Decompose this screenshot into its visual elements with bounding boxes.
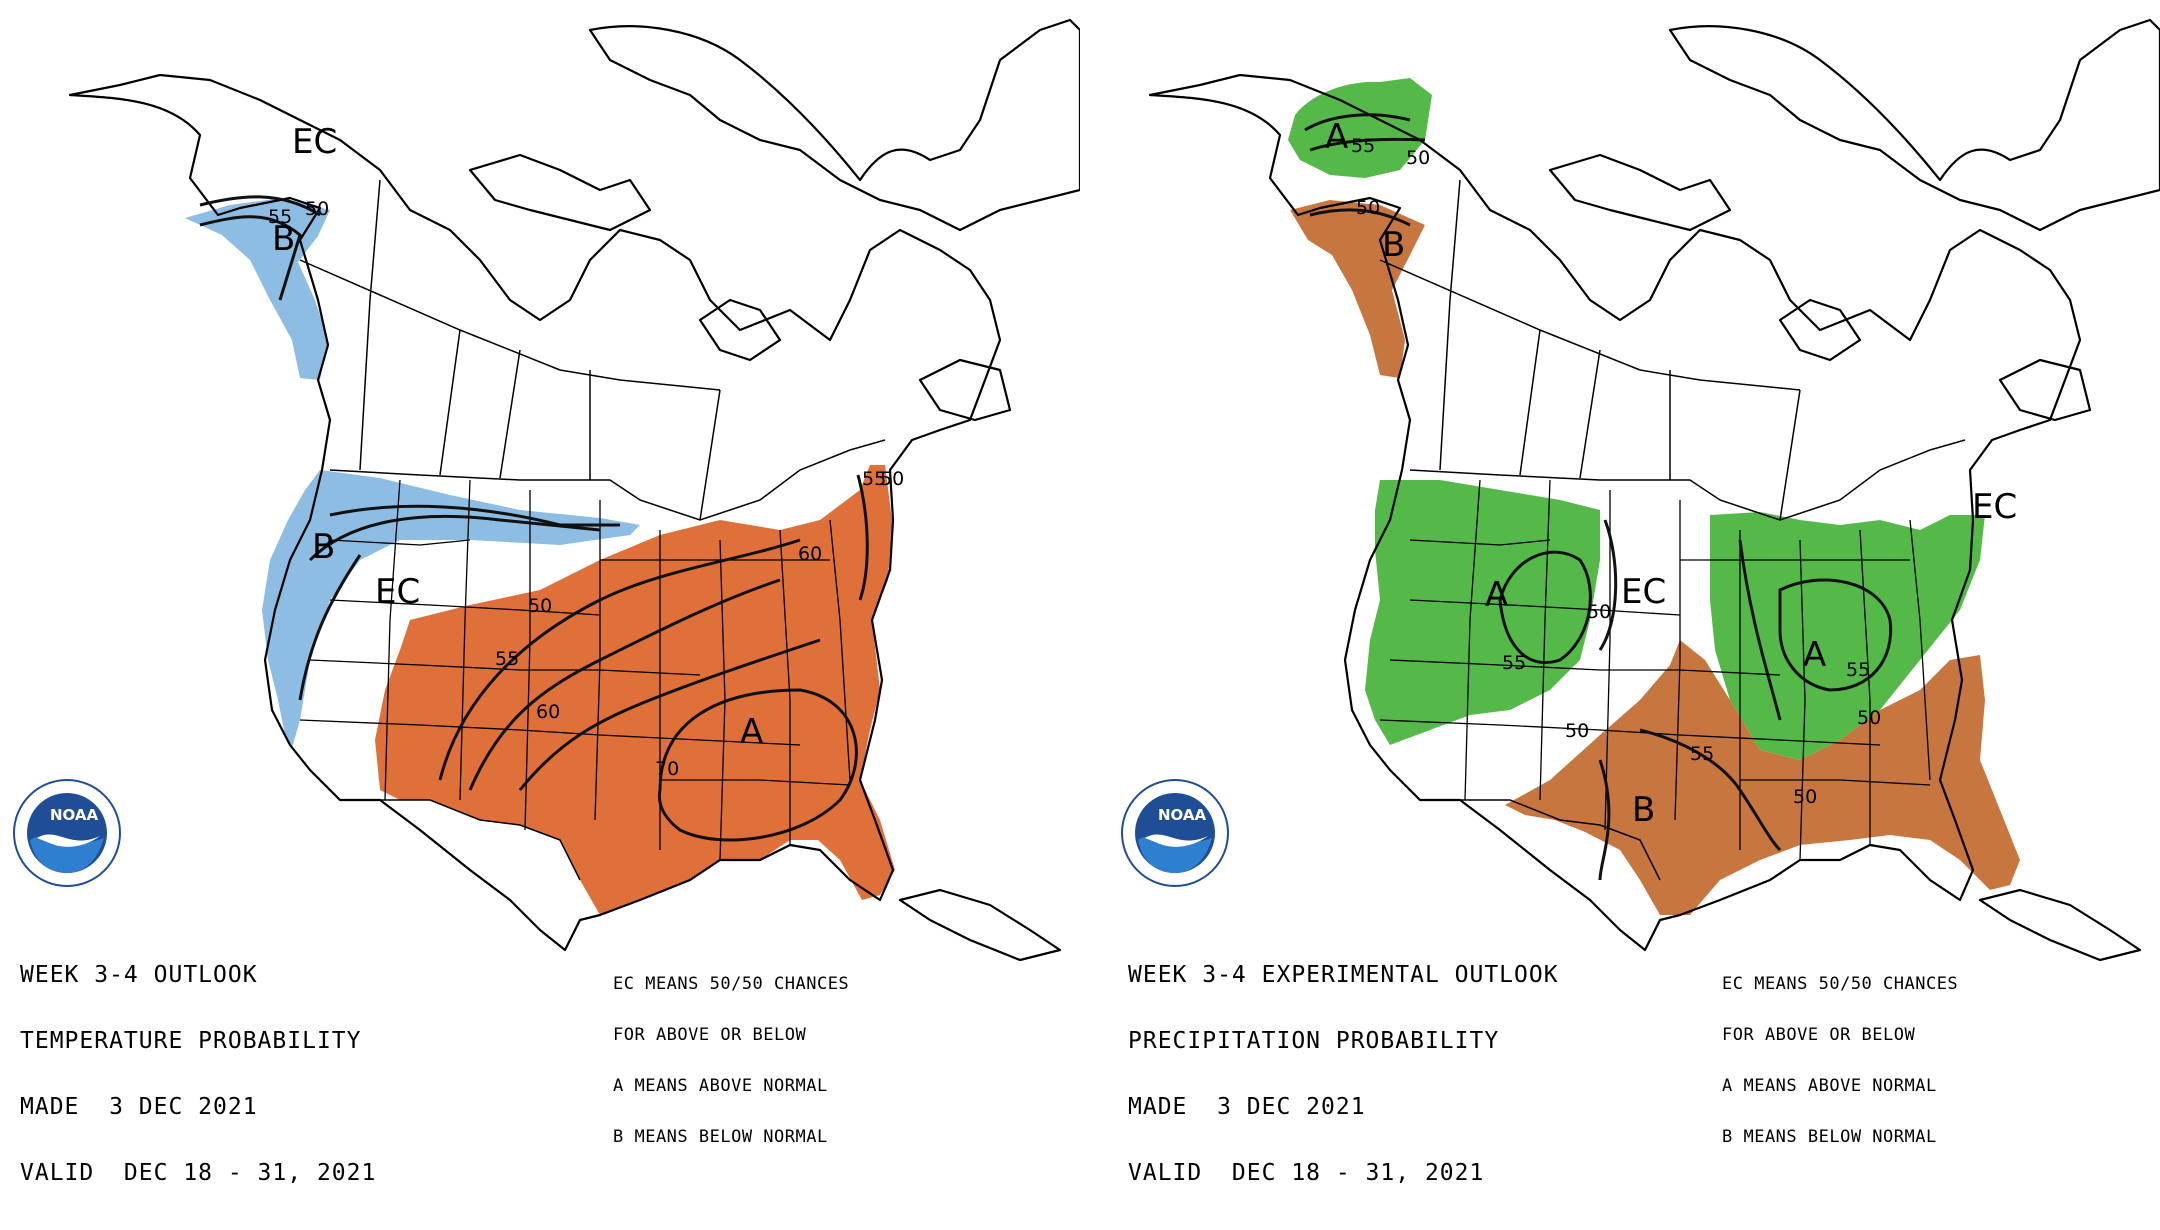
above-label-great-lakes: A xyxy=(1803,635,1827,675)
precipitation-outlook-map xyxy=(1148,18,2160,962)
caption-subtitle: PRECIPITATION PROBABILITY xyxy=(1128,1028,1500,1054)
outlook-legend: EC MEANS 50/50 CHANCES FOR ABOVE OR BELO… xyxy=(613,942,849,1180)
above-label-southeast: A xyxy=(740,712,764,752)
legend-line-below: B MEANS BELOW NORMAL xyxy=(1722,1127,1937,1147)
contour-label-50-plains: 50 xyxy=(528,595,553,617)
contour-label-50-east: 50 xyxy=(880,468,905,490)
below-normal-region-northwest xyxy=(262,470,640,748)
contour-label-55-south: 55 xyxy=(1690,743,1715,765)
legend-line-above: A MEANS ABOVE NORMAL xyxy=(1722,1076,1937,1096)
contour-label-50-alaska: 50 xyxy=(305,198,330,220)
below-normal-region-south xyxy=(1505,640,2020,915)
below-normal-region-alaska xyxy=(1290,200,1425,378)
ec-label-alaska: EC xyxy=(292,122,338,162)
contour-label-55-plains: 55 xyxy=(495,648,520,670)
contour-label-70: 70 xyxy=(655,758,680,780)
caption-made-date: MADE 3 DEC 2021 xyxy=(1128,1094,1366,1120)
legend-line-ec-detail: FOR ABOVE OR BELOW xyxy=(1722,1025,1916,1045)
below-normal-region-alaska xyxy=(185,198,330,380)
above-label-west: A xyxy=(1485,575,1509,615)
noaa-logo xyxy=(1121,779,1229,887)
temperature-outlook-panel: EC EC B B A 50 55 50 55 60 70 55 50 60 N… xyxy=(0,0,1080,1185)
contour-label-50-alaska-south: 50 xyxy=(1356,197,1381,219)
legend-line-above: A MEANS ABOVE NORMAL xyxy=(613,1076,828,1096)
noaa-logo-text: NOAA xyxy=(50,806,99,824)
ec-label-central: EC xyxy=(1621,572,1667,612)
legend-line-ec-detail: FOR ABOVE OR BELOW xyxy=(613,1025,807,1045)
noaa-logo-text: NOAA xyxy=(1158,806,1207,824)
legend-line-ec: EC MEANS 50/50 CHANCES xyxy=(1722,974,1959,994)
below-label-alaska: B xyxy=(1382,225,1406,265)
caption-title: WEEK 3-4 OUTLOOK xyxy=(20,962,258,988)
outlook-legend: EC MEANS 50/50 CHANCES FOR ABOVE OR BELO… xyxy=(1722,942,1958,1180)
caption-title: WEEK 3-4 EXPERIMENTAL OUTLOOK xyxy=(1128,962,1559,988)
caption-valid-range: VALID DEC 18 - 31, 2021 xyxy=(1128,1160,1485,1186)
contour-label-60-east: 60 xyxy=(798,543,823,565)
contour-label-50-alaska: 50 xyxy=(1406,147,1431,169)
below-label-south: B xyxy=(1632,790,1656,830)
legend-line-below: B MEANS BELOW NORMAL xyxy=(613,1127,828,1147)
caption-valid-range: VALID DEC 18 - 31, 2021 xyxy=(20,1160,377,1186)
contour-label-50-south: 50 xyxy=(1565,720,1590,742)
outlook-caption: WEEK 3-4 OUTLOOK TEMPERATURE PROBABILITY… xyxy=(20,920,376,1228)
contour-label-50-west: 50 xyxy=(1587,601,1612,623)
above-normal-region-great-lakes xyxy=(1710,512,1985,760)
precipitation-outlook-panel: A B A A B EC EC 55 50 50 50 55 55 50 50 … xyxy=(1080,0,2160,1185)
contour-label-55-west: 55 xyxy=(1502,652,1527,674)
above-normal-region-west xyxy=(1365,480,1600,745)
noaa-logo xyxy=(13,779,121,887)
contour-label-50-gulf: 50 xyxy=(1793,786,1818,808)
below-label-alaska: B xyxy=(272,219,296,259)
contour-label-60: 60 xyxy=(536,701,561,723)
contour-label-55-lakes: 55 xyxy=(1846,659,1871,681)
contour-label-55-alaska: 55 xyxy=(268,206,293,228)
above-normal-region-alaska xyxy=(1288,78,1432,178)
below-label-northwest: B xyxy=(312,527,336,567)
contour-label-55-east: 55 xyxy=(862,468,887,490)
contour-label-55-alaska: 55 xyxy=(1351,135,1376,157)
outlook-caption: WEEK 3-4 EXPERIMENTAL OUTLOOK PRECIPITAT… xyxy=(1128,920,1559,1228)
temperature-outlook-map xyxy=(68,18,1080,962)
ec-label-west: EC xyxy=(375,572,421,612)
above-label-alaska: A xyxy=(1325,117,1349,157)
contour-label-50-lakes: 50 xyxy=(1857,707,1882,729)
ec-label-northeast: EC xyxy=(1972,487,2018,527)
above-normal-region-east xyxy=(375,465,895,915)
legend-line-ec: EC MEANS 50/50 CHANCES xyxy=(613,974,850,994)
caption-subtitle: TEMPERATURE PROBABILITY xyxy=(20,1028,362,1054)
caption-made-date: MADE 3 DEC 2021 xyxy=(20,1094,258,1120)
